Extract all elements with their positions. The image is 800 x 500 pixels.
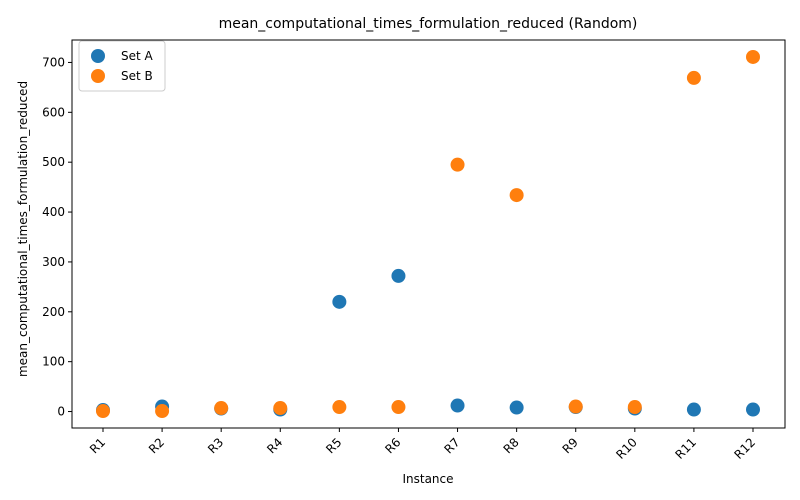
legend-item[interactable]: Set B — [91, 69, 153, 83]
y-tick-label: 100 — [42, 355, 65, 369]
y-tick-label: 600 — [42, 105, 65, 119]
x-tick-label: R6 — [382, 435, 403, 456]
x-tick-label: R8 — [501, 435, 522, 456]
x-tick-label: R10 — [613, 435, 640, 462]
data-point — [391, 400, 406, 415]
series-layer — [96, 49, 760, 419]
data-point — [686, 402, 701, 417]
x-tick-label: R5 — [323, 435, 344, 456]
x-tick-label: R11 — [672, 435, 699, 462]
data-point — [332, 294, 347, 309]
x-axis: R1 R2 R3 R4 R5 R6 R7 R8 R9 R10 R11 R12 — [87, 428, 758, 462]
legend-marker — [91, 49, 105, 63]
y-axis: 0 100 200 300 400 500 600 700 — [42, 55, 72, 419]
y-tick-label: 500 — [42, 155, 65, 169]
y-tick-label: 0 — [57, 405, 65, 419]
x-axis-label: Instance — [402, 472, 453, 486]
data-point — [391, 268, 406, 283]
y-tick-label: 200 — [42, 305, 65, 319]
data-point — [450, 398, 465, 413]
data-point — [627, 400, 642, 415]
plot-frame — [71, 39, 786, 429]
x-tick-label: R12 — [732, 435, 759, 462]
data-point — [746, 49, 760, 64]
data-point — [568, 399, 583, 414]
series-set-b — [96, 49, 760, 419]
data-point — [273, 401, 288, 416]
x-tick-label: R7 — [441, 435, 462, 456]
data-point — [686, 70, 701, 85]
data-point — [450, 157, 465, 172]
x-tick-label: R4 — [264, 435, 285, 456]
legend-marker — [91, 69, 105, 83]
data-point — [332, 400, 347, 415]
chart-title: mean_computational_times_formulation_red… — [219, 16, 638, 32]
x-tick-label: R9 — [560, 435, 581, 456]
y-axis-label: mean_computational_times_formulation_red… — [16, 81, 30, 377]
x-tick-label: R3 — [205, 435, 226, 456]
legend-label: Set A — [121, 49, 154, 63]
y-tick-label: 300 — [42, 255, 65, 269]
x-tick-label: R2 — [146, 435, 167, 456]
legend-label: Set B — [121, 69, 153, 83]
plot-area — [71, 39, 786, 429]
legend[interactable]: Set A Set B — [78, 40, 166, 92]
data-point — [96, 404, 110, 419]
data-point — [214, 401, 229, 416]
y-tick-label: 400 — [42, 205, 65, 219]
legend-item[interactable]: Set A — [91, 49, 154, 63]
data-point — [509, 400, 524, 415]
data-point — [746, 402, 760, 417]
series-set-a — [96, 268, 760, 418]
y-tick-label: 700 — [42, 55, 65, 69]
data-point — [509, 188, 524, 203]
x-tick-label: R1 — [87, 435, 108, 456]
data-point — [155, 404, 170, 419]
